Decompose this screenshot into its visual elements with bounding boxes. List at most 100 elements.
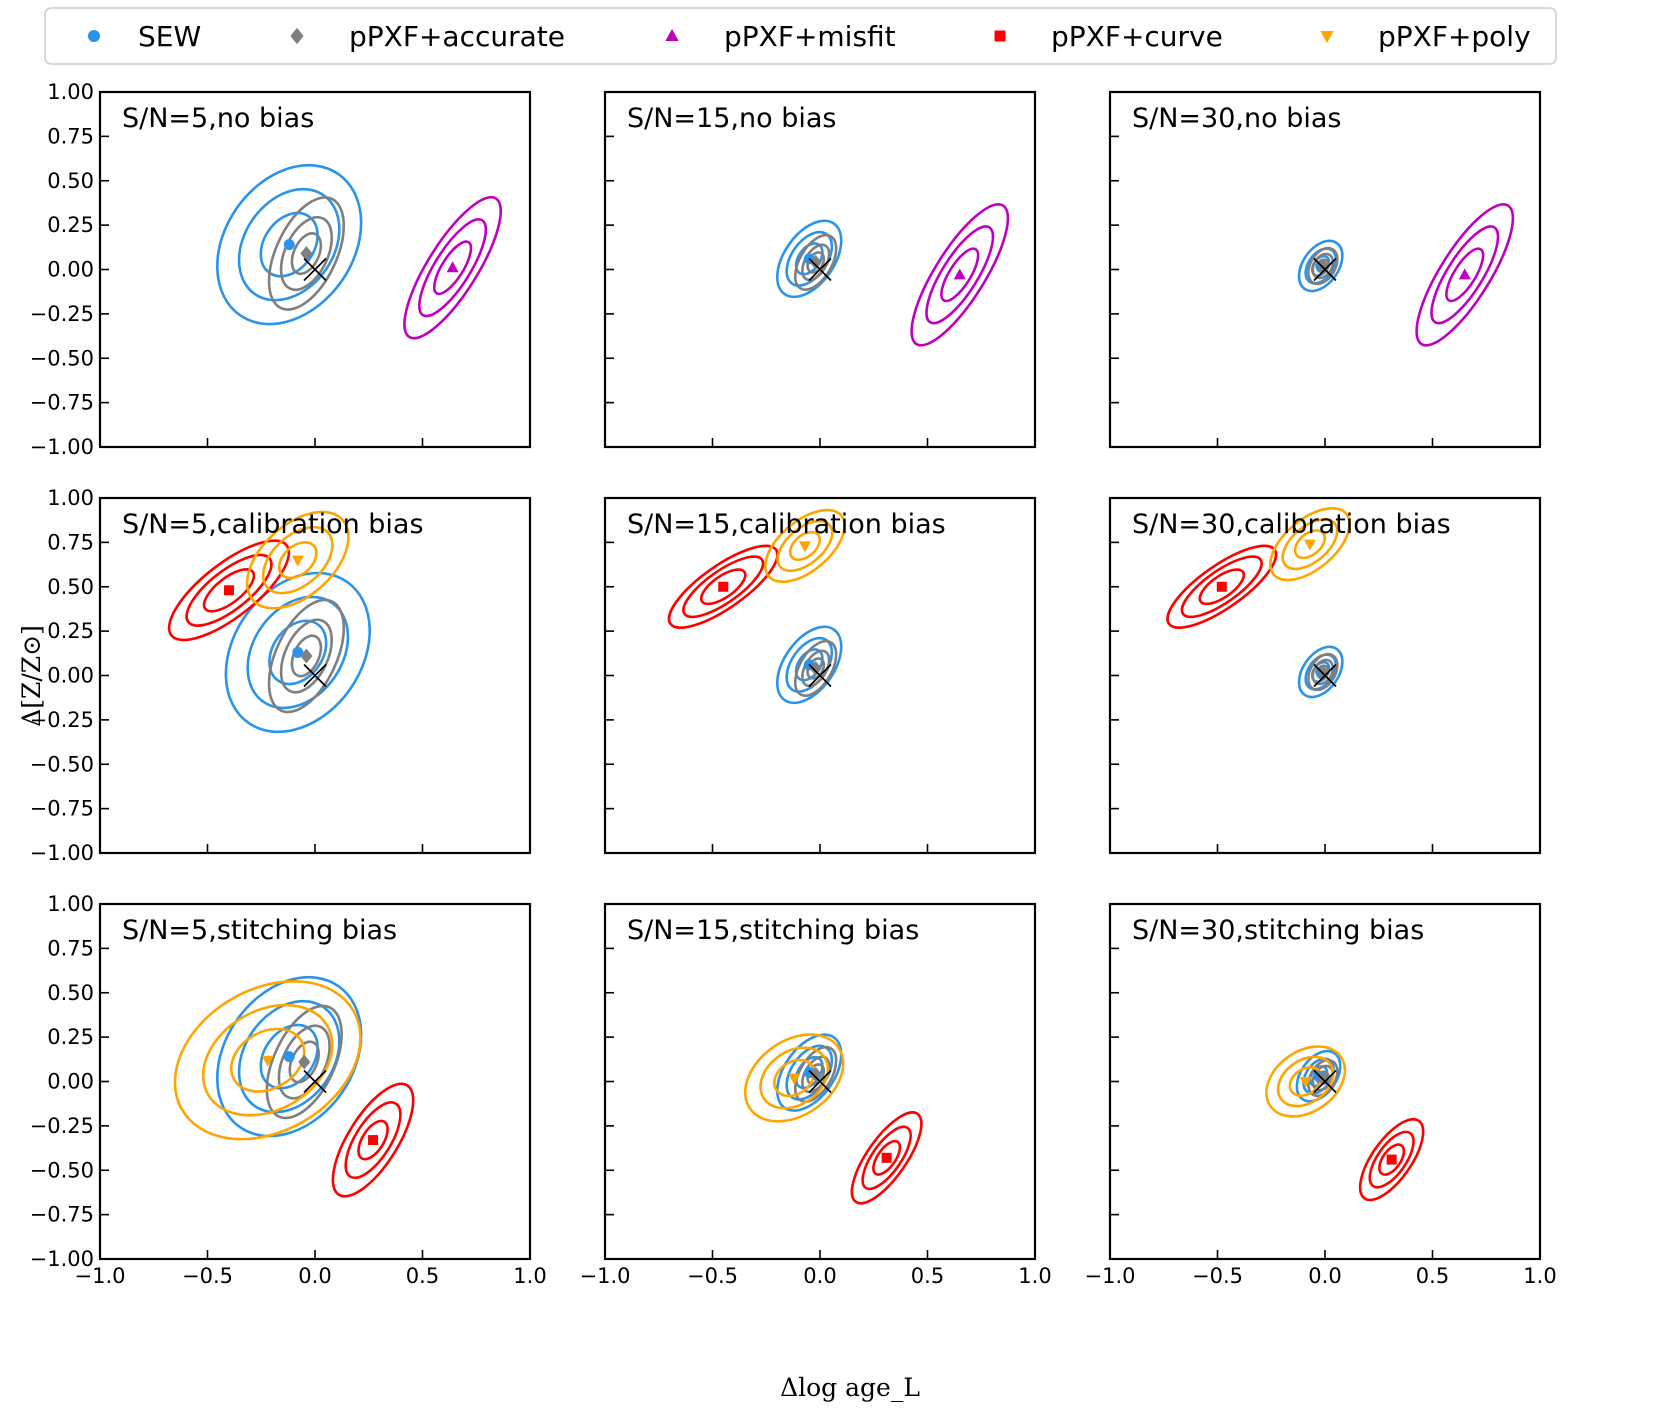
point-poly <box>291 555 304 567</box>
contour-group <box>667 508 846 705</box>
axis-labels: Δlog age_L Δ[Z/Z⊙] <box>17 625 920 1402</box>
panel-9: −1.0 −0.5 0.0 0.5 1.0 S/N=30,stitching bias <box>1085 902 1557 1288</box>
contour-poly-level-3 <box>764 508 846 584</box>
y-tick-label: 0.00 <box>47 258 94 282</box>
contour-curve-level-1 <box>1198 568 1246 606</box>
x-tick-label: 0.5 <box>911 1264 944 1288</box>
point-accurate <box>300 648 313 664</box>
panel-1: 1.00 0.75 0.50 0.25 0.00 −0.25 −0.50 −0.75 −1.00… <box>30 80 532 459</box>
y-tick-label: −0.25 <box>30 708 94 732</box>
contour-accurate-level-3 <box>1307 1058 1339 1098</box>
contour-curve-level-2 <box>185 553 273 627</box>
point-poly <box>261 1055 274 1067</box>
contour-SEW-level-1 <box>259 1023 319 1090</box>
contour-group <box>743 1033 923 1205</box>
point-accurate <box>298 1054 311 1070</box>
contour-SEW-level-3 <box>1297 239 1344 293</box>
contour-poly-level-1 <box>277 540 318 580</box>
contour-accurate-level-2 <box>277 1024 331 1100</box>
truth-marker <box>1313 1069 1337 1094</box>
panel-title: S/N=5,no bias <box>122 103 314 134</box>
legend-label-accurate: pPXF+accurate <box>349 20 565 53</box>
legend-frame <box>44 7 1557 65</box>
y-tick-label: 1.00 <box>47 80 94 104</box>
x-tick-label: 1.0 <box>513 1264 546 1288</box>
legend-marker-misfit <box>665 28 679 41</box>
contour-curve-level-3 <box>331 1082 415 1198</box>
contour-misfit-level-1 <box>432 240 473 296</box>
contour-curve-level-2 <box>1368 1130 1415 1189</box>
contour-group <box>1297 202 1515 347</box>
panel-2: S/N=15,no bias <box>603 90 1037 449</box>
contour-curve-level-1 <box>357 1119 389 1161</box>
contour-misfit-level-3 <box>910 202 1010 347</box>
contour-accurate-level-3 <box>793 1045 838 1103</box>
truth-marker <box>303 1069 327 1094</box>
legend-label-poly: pPXF+poly <box>1378 20 1531 53</box>
panel-6: S/N=30,calibration bias <box>1108 496 1542 855</box>
contour-poly-level-1 <box>230 1027 306 1093</box>
contour-SEW-level-3 <box>224 571 372 734</box>
point-curve <box>881 1152 892 1163</box>
panel-title: S/N=5,stitching bias <box>122 915 397 946</box>
panel-8: −1.0 −0.5 0.0 0.5 1.0 S/N=15,stitching bias <box>580 902 1052 1288</box>
y-tick-label: 0.25 <box>47 213 94 237</box>
legend-marker-accurate <box>290 27 304 45</box>
contour-SEW-level-3 <box>775 625 843 705</box>
legend-label-curve: pPXF+curve <box>1051 20 1223 53</box>
point-accurate <box>809 254 822 270</box>
panel-title: S/N=15,stitching bias <box>627 915 919 946</box>
x-tick-label: −0.5 <box>687 1264 738 1288</box>
contour-misfit-level-1 <box>1445 247 1485 303</box>
legend-label-misfit: pPXF+misfit <box>724 20 896 53</box>
panel-title: S/N=30,calibration bias <box>1132 509 1451 540</box>
truth-marker <box>808 1069 832 1094</box>
contour-poly-level-3 <box>173 979 362 1141</box>
point-accurate <box>300 246 313 262</box>
contour-poly-level-2 <box>1281 518 1339 571</box>
contour-SEW-level-2 <box>237 999 341 1114</box>
y-tick-label: −0.50 <box>30 346 94 370</box>
panel-7: −1.0 −0.5 0.0 0.5 1.0 1.00 0.75 0.50 0.25 0.00 −0.… <box>30 892 547 1288</box>
contour-SEW-level-3 <box>1297 645 1344 699</box>
contour-accurate-level-3 <box>267 196 346 311</box>
contour-poly-level-2 <box>1276 1055 1335 1108</box>
x-tick-label: −1.0 <box>75 1264 126 1288</box>
truth-marker <box>808 663 832 688</box>
contour-poly-level-1 <box>788 530 822 561</box>
legend-marker-curve <box>994 30 1006 42</box>
y-tick-label: −0.75 <box>30 391 94 415</box>
y-tick-label: 0.00 <box>47 1070 94 1094</box>
contour-accurate-level-3 <box>265 1004 343 1120</box>
panel-4: 1.00 0.75 0.50 0.25 0.00 −0.25 −0.50 −0.75 −1.00… <box>30 486 532 865</box>
contour-poly-level-2 <box>261 525 334 595</box>
panel-title: S/N=15,no bias <box>627 103 836 134</box>
contour-poly-level-2 <box>201 1003 334 1117</box>
y-tick-label: 0.75 <box>47 530 94 554</box>
contour-curve-level-2 <box>344 1101 402 1180</box>
contour-curve-level-3 <box>850 1111 923 1205</box>
point-misfit <box>953 268 966 280</box>
contour-poly-level-3 <box>743 1033 845 1123</box>
x-tick-label: −0.5 <box>182 1264 233 1288</box>
y-tick-label: −1.00 <box>30 841 94 865</box>
contour-misfit-level-2 <box>418 218 488 318</box>
contour-group <box>167 510 372 734</box>
y-tick-label: −0.75 <box>30 797 94 821</box>
panels: 1.000.750.500.250.00−0.25−0.50−0.75−1.00… <box>30 80 1557 1288</box>
y-tick-label: −0.50 <box>30 1158 94 1182</box>
y-tick-label: 0.25 <box>47 1025 94 1049</box>
contour-curve-level-2 <box>861 1125 912 1191</box>
contour-group <box>1166 506 1351 699</box>
y-tick-label: −1.00 <box>30 1247 94 1271</box>
contour-accurate-level-3 <box>1307 652 1339 692</box>
contour-curve-level-1 <box>202 568 256 613</box>
point-accurate <box>809 1066 822 1082</box>
contour-group <box>215 163 503 340</box>
contour-poly-level-3 <box>245 510 350 610</box>
x-tick-label: 0.0 <box>1308 1264 1341 1288</box>
legend: SEW pPXF+accurate pPXF+misfit pPXF+curve pPX… <box>44 7 1557 65</box>
contour-poly-level-3 <box>1269 506 1351 582</box>
point-SEW <box>292 646 304 658</box>
contour-poly-level-2 <box>759 1046 830 1110</box>
